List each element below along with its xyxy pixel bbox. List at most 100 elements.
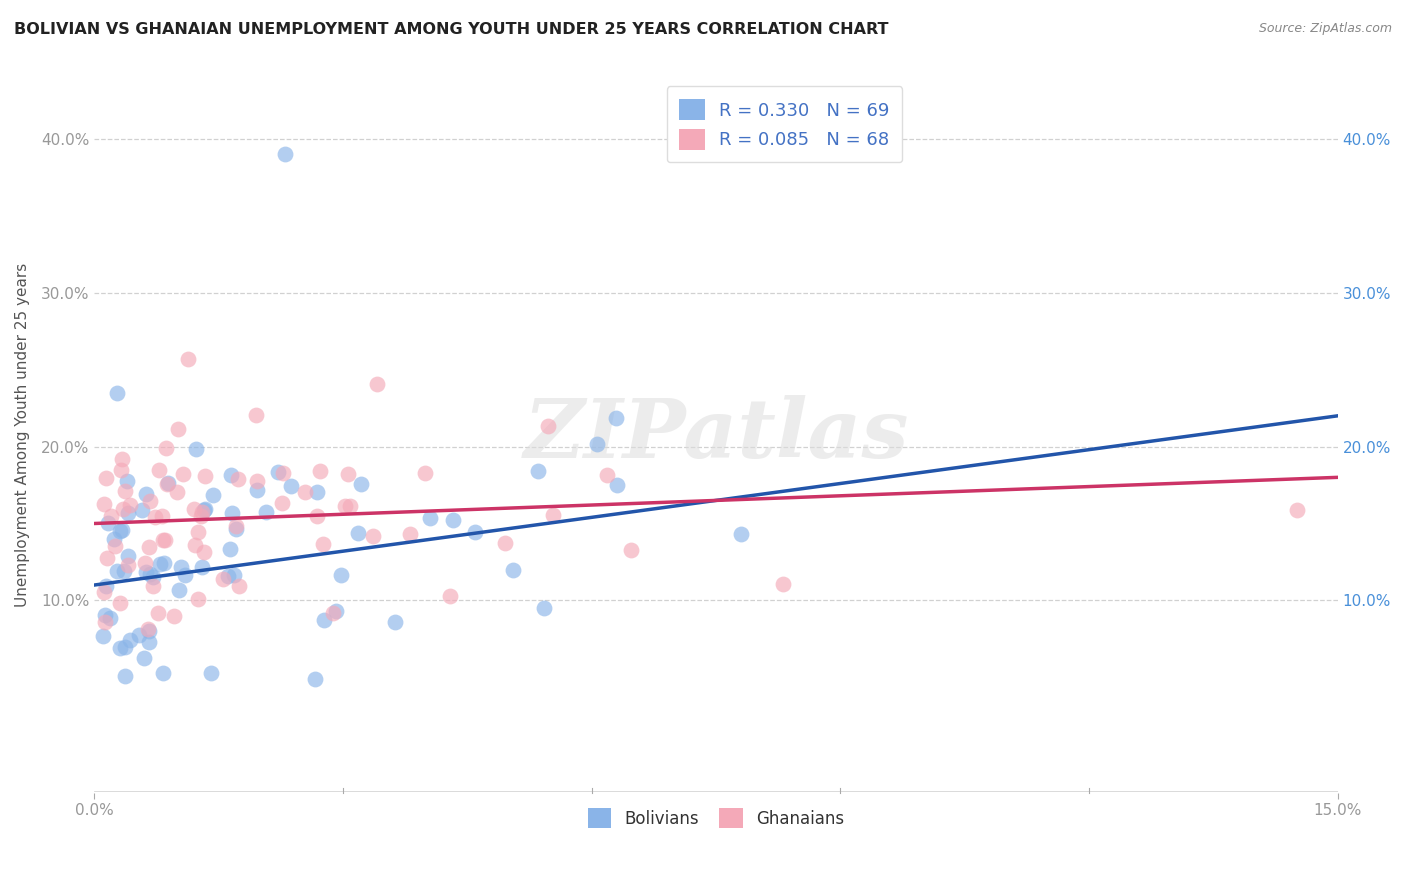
Point — [350, 476, 373, 491]
Point — [228, 579, 250, 593]
Point — [93, 498, 115, 512]
Point — [194, 469, 217, 483]
Point — [274, 147, 297, 161]
Point — [256, 506, 278, 520]
Point — [142, 579, 165, 593]
Point — [271, 467, 294, 481]
Point — [183, 538, 205, 552]
Point — [152, 533, 174, 548]
Point — [399, 526, 422, 541]
Point — [104, 540, 127, 554]
Point — [194, 502, 217, 516]
Point — [111, 501, 134, 516]
Point — [166, 484, 188, 499]
Point — [502, 563, 524, 577]
Point — [186, 442, 208, 456]
Point — [464, 524, 486, 539]
Point — [304, 672, 326, 686]
Point — [108, 640, 131, 655]
Point — [325, 604, 347, 618]
Point — [146, 606, 169, 620]
Point — [322, 607, 344, 621]
Point — [114, 640, 136, 655]
Point — [245, 409, 267, 423]
Point — [219, 541, 242, 556]
Point — [108, 524, 131, 538]
Point — [149, 557, 172, 571]
Point — [596, 468, 619, 483]
Point — [117, 506, 139, 520]
Point — [193, 545, 215, 559]
Point — [153, 557, 176, 571]
Point — [330, 568, 353, 582]
Point — [117, 558, 139, 573]
Point — [103, 532, 125, 546]
Point — [155, 441, 177, 455]
Point — [309, 464, 332, 478]
Point — [212, 572, 235, 586]
Point — [111, 523, 134, 537]
Point — [167, 422, 190, 436]
Point — [441, 513, 464, 527]
Text: BOLIVIAN VS GHANAIAN UNEMPLOYMENT AMONG YOUTH UNDER 25 YEARS CORRELATION CHART: BOLIVIAN VS GHANAIAN UNEMPLOYMENT AMONG … — [14, 22, 889, 37]
Point — [174, 568, 197, 582]
Point — [384, 615, 406, 630]
Point — [307, 485, 329, 500]
Point — [217, 569, 239, 583]
Point — [312, 537, 335, 551]
Point — [172, 467, 194, 482]
Point — [346, 526, 368, 541]
Point — [96, 471, 118, 485]
Point — [307, 508, 329, 523]
Point — [156, 476, 179, 491]
Point — [153, 533, 176, 547]
Point — [494, 536, 516, 550]
Point — [105, 385, 128, 400]
Point — [246, 474, 269, 488]
Point — [142, 569, 165, 583]
Point — [110, 463, 132, 477]
Point — [226, 472, 249, 486]
Point — [138, 634, 160, 648]
Point — [120, 633, 142, 648]
Point — [136, 622, 159, 636]
Point — [606, 477, 628, 491]
Point — [419, 511, 441, 525]
Point — [143, 509, 166, 524]
Point — [131, 503, 153, 517]
Point — [156, 475, 179, 490]
Point — [187, 591, 209, 606]
Point — [115, 474, 138, 488]
Point — [97, 516, 120, 530]
Point — [108, 596, 131, 610]
Point — [100, 508, 122, 523]
Point — [139, 493, 162, 508]
Point — [150, 508, 173, 523]
Point — [361, 529, 384, 543]
Point — [167, 583, 190, 598]
Point — [245, 483, 267, 497]
Point — [118, 498, 141, 512]
Point — [191, 505, 214, 519]
Point — [93, 629, 115, 643]
Point — [225, 522, 247, 536]
Point — [96, 551, 118, 566]
Point — [170, 559, 193, 574]
Point — [190, 508, 212, 523]
Point — [280, 478, 302, 492]
Y-axis label: Unemployment Among Youth under 25 years: Unemployment Among Youth under 25 years — [15, 263, 30, 607]
Point — [312, 614, 335, 628]
Point — [527, 464, 550, 478]
Point — [333, 499, 356, 513]
Point — [152, 666, 174, 681]
Point — [163, 608, 186, 623]
Point — [337, 467, 360, 481]
Point — [112, 564, 135, 578]
Point — [114, 484, 136, 499]
Point — [439, 589, 461, 603]
Point — [135, 565, 157, 579]
Point — [533, 601, 555, 615]
Point — [1285, 503, 1308, 517]
Point — [132, 651, 155, 665]
Point — [730, 527, 752, 541]
